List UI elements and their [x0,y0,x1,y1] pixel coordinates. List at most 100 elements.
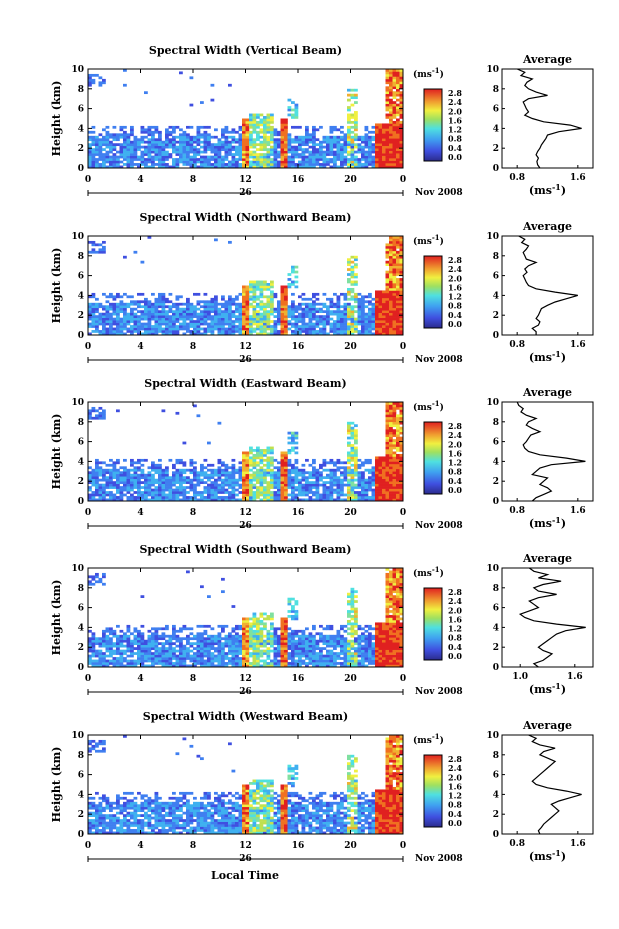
heatmap-cell [399,265,404,269]
heatmap-cell [168,327,173,331]
heatmap-cell [242,466,246,470]
heatmap-cell [182,140,187,144]
heatmap-cell [256,297,260,301]
heatmap-cell [298,473,302,477]
heatmap-cell [179,143,183,147]
heatmap-cell [242,290,246,294]
heatmap-cell [392,138,397,142]
heatmap-cell [347,322,351,326]
heatmap-cell [305,315,309,318]
heatmap-cell [385,260,390,264]
heatmap-cell [154,466,159,470]
heatmap-cell [189,458,194,462]
heatmap-cell [294,496,299,499]
heatmap-cell [112,473,117,477]
heatmap-cell [350,449,355,452]
heatmap-cell [385,275,390,279]
heatmap-cell [123,632,127,636]
heatmap-cell [354,158,358,161]
heatmap-cell [172,325,176,328]
heatmap-cell [354,463,358,467]
heatmap-cell [224,473,229,477]
heatmap-cell [158,649,162,653]
heatmap-cell [375,493,379,497]
heatmap-cell [151,292,155,296]
heatmap-cell [284,456,288,460]
heatmap-cell [322,153,327,156]
heatmap-cell [396,312,400,316]
heatmap-cell [266,130,271,134]
heatmap-cell [112,312,117,316]
heatmap-cell [396,106,400,109]
heatmap-cell [392,325,397,328]
heatmap-cell [364,153,369,156]
heatmap-cell [378,292,383,296]
heatmap-cell [399,468,404,472]
heatmap-cell [396,160,400,164]
heatmap-cell [284,123,288,127]
heatmap-cell [102,496,106,499]
heatmap-cell [294,320,299,323]
heatmap-cell [249,290,253,294]
heatmap-cell [133,163,138,166]
heatmap-cell [347,305,351,309]
heatmap-cell [214,483,218,487]
heatmap-cell [144,297,148,301]
heatmap-cell [91,320,96,323]
heatmap-cell [140,145,145,149]
heatmap-cell [389,320,393,323]
heatmap-cell [308,310,313,314]
heatmap-cell [399,73,404,77]
heatmap-cell [112,644,117,648]
heatmap-cell [203,330,208,333]
heatmap-cell [221,486,225,489]
heatmap-cell [196,662,201,665]
heatmap-cell [172,498,176,502]
heatmap-cell [154,297,159,301]
heatmap-cell [385,468,390,472]
heatmap-cell [389,471,393,475]
heatmap-cell [105,629,110,633]
heatmap-cell [396,295,400,299]
heatmap-cell [186,652,190,655]
heatmap-cell [263,130,267,134]
heatmap-cell [144,165,148,169]
heatmap-cell [224,135,229,139]
heatmap-cell [354,113,358,117]
heatmap-cell [116,317,120,321]
heatmap-cell [263,332,267,336]
heatmap-cell [392,478,397,482]
heatmap-cell [382,138,386,142]
heatmap-cell [109,639,113,643]
heatmap-cell [224,315,229,318]
heatmap-cell [91,330,96,333]
heatmap-cell [231,160,236,164]
heatmap-cell [112,461,117,465]
heatmap-cell [217,483,222,487]
heatmap-cell [280,138,285,142]
heatmap-cell [259,300,264,304]
heatmap-cell [109,140,113,144]
heatmap-cell [368,292,372,296]
heatmap-cell [224,150,229,154]
heatmap-cell [112,133,117,137]
heatmap-cell [130,133,134,137]
heatmap-cell [130,647,134,650]
heatmap-cell [368,320,372,323]
heatmap-cell [294,471,299,475]
heatmap-cell [350,125,355,129]
heatmap-cell [266,317,271,321]
heatmap-cell [312,315,316,318]
heatmap-cell [130,654,134,658]
heatmap-cell [95,637,99,641]
heatmap-cell [140,155,145,159]
heatmap-cell [364,317,369,321]
heatmap-cell [298,160,302,164]
heatmap-cell [396,426,400,430]
heatmap-cell [375,481,379,484]
heatmap-cell [389,458,393,462]
heatmap-cell [91,481,96,484]
heatmap-cell [270,461,274,465]
heatmap-cell [144,140,148,144]
heatmap-cell [389,265,393,269]
